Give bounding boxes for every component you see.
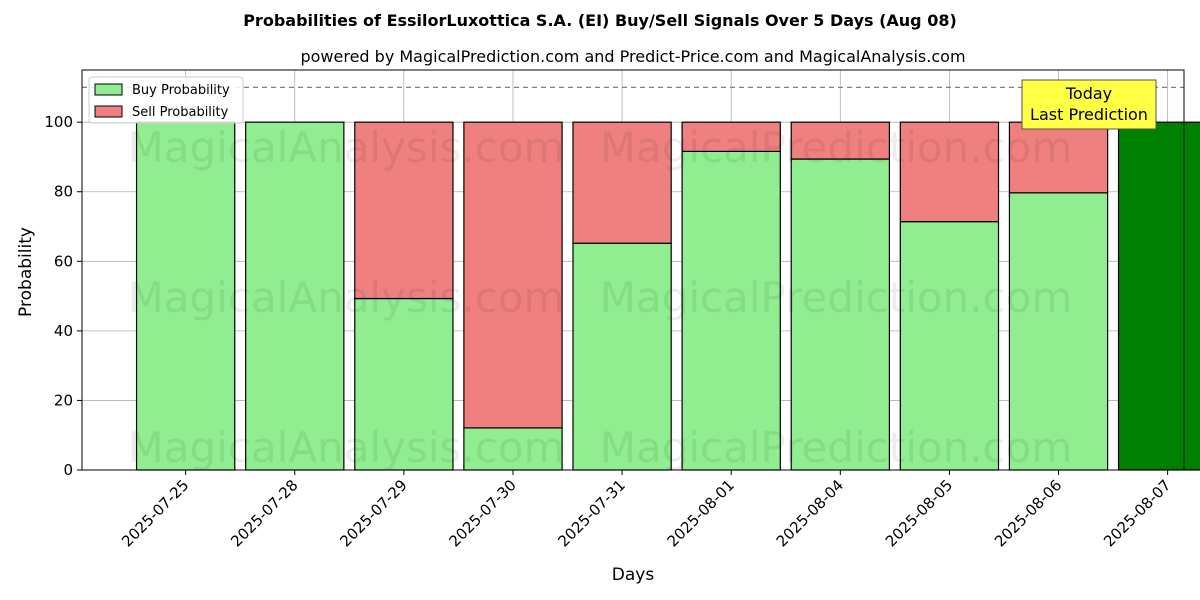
y-tick-label: 100 [44, 113, 73, 131]
bar-buy [790, 158, 891, 471]
legend-box [88, 76, 244, 124]
y-tick-label: 60 [54, 252, 73, 270]
legend-swatch [94, 83, 123, 96]
bar-buy [572, 242, 672, 471]
bar-sell [790, 121, 891, 160]
x-axis-label: Days [612, 565, 655, 585]
y-tick-label: 0 [63, 461, 73, 479]
watermark-text: MagicalPrediction.com [600, 423, 1073, 472]
x-tick-label: 2025-08-01 [664, 476, 738, 550]
bar-sell [463, 121, 563, 429]
bar-buy [135, 121, 236, 471]
bar-buy [463, 427, 563, 471]
bar-sell [354, 121, 454, 300]
y-tick-label: 80 [54, 183, 73, 201]
today-annotation: Today Last Prediction [1021, 79, 1157, 130]
y-tick-label: 40 [54, 322, 73, 340]
x-tick-label: 2025-08-07 [1100, 476, 1174, 550]
bar-sell [572, 121, 672, 244]
plot-frame [81, 69, 1185, 471]
watermarks: MagicalAnalysis.com MagicalPrediction.com… [128, 123, 1073, 472]
chart-title: Probabilities of EssilorLuxottica S.A. (… [243, 11, 957, 30]
legend-label: Sell Probability [132, 105, 229, 120]
bar-sell [1008, 121, 1109, 194]
bar-sell [681, 121, 781, 152]
bar-buy [1117, 121, 1200, 471]
x-tick-label: 2025-07-25 [118, 476, 192, 550]
y-axis-label: Probability [16, 227, 36, 317]
bar-buy [681, 150, 781, 471]
legend-swatch [94, 105, 123, 118]
y-axis: 0 20 40 60 80 100 [44, 113, 82, 479]
x-tick-label: 2025-08-05 [882, 476, 956, 550]
x-tick-label: 2025-08-06 [991, 476, 1065, 550]
watermark-text: MagicalPrediction.com [600, 273, 1073, 322]
x-tick-label: 2025-07-28 [227, 476, 301, 550]
watermark-text: MagicalAnalysis.com [128, 423, 565, 472]
bar-sell [899, 121, 1000, 223]
x-tick-label: 2025-07-31 [555, 476, 629, 550]
watermark-text: MagicalAnalysis.com [128, 273, 565, 322]
legend-label: Buy Probability [132, 83, 230, 98]
bar-buy [1008, 192, 1109, 471]
bar-buy [899, 221, 1000, 471]
watermark-text: MagicalAnalysis.com [128, 123, 565, 172]
x-tick-label: 2025-07-30 [445, 476, 519, 550]
x-tick-label: 2025-07-29 [336, 476, 410, 550]
bars [135, 121, 1200, 471]
x-axis: 2025-07-25 2025-07-28 2025-07-29 2025-07-30… [118, 470, 1174, 550]
annotation-text: Last Prediction [1030, 105, 1148, 124]
chart-subtitle: powered by MagicalPrediction.com and Pre… [300, 47, 965, 66]
annotation-text: Today [1065, 84, 1112, 103]
annotation-box [1021, 79, 1157, 130]
legend: Buy Probability Sell Probability [88, 76, 244, 124]
x-tick-label: 2025-08-04 [773, 476, 847, 550]
watermark-text: MagicalPrediction.com [600, 123, 1073, 172]
y-tick-label: 20 [54, 391, 73, 409]
